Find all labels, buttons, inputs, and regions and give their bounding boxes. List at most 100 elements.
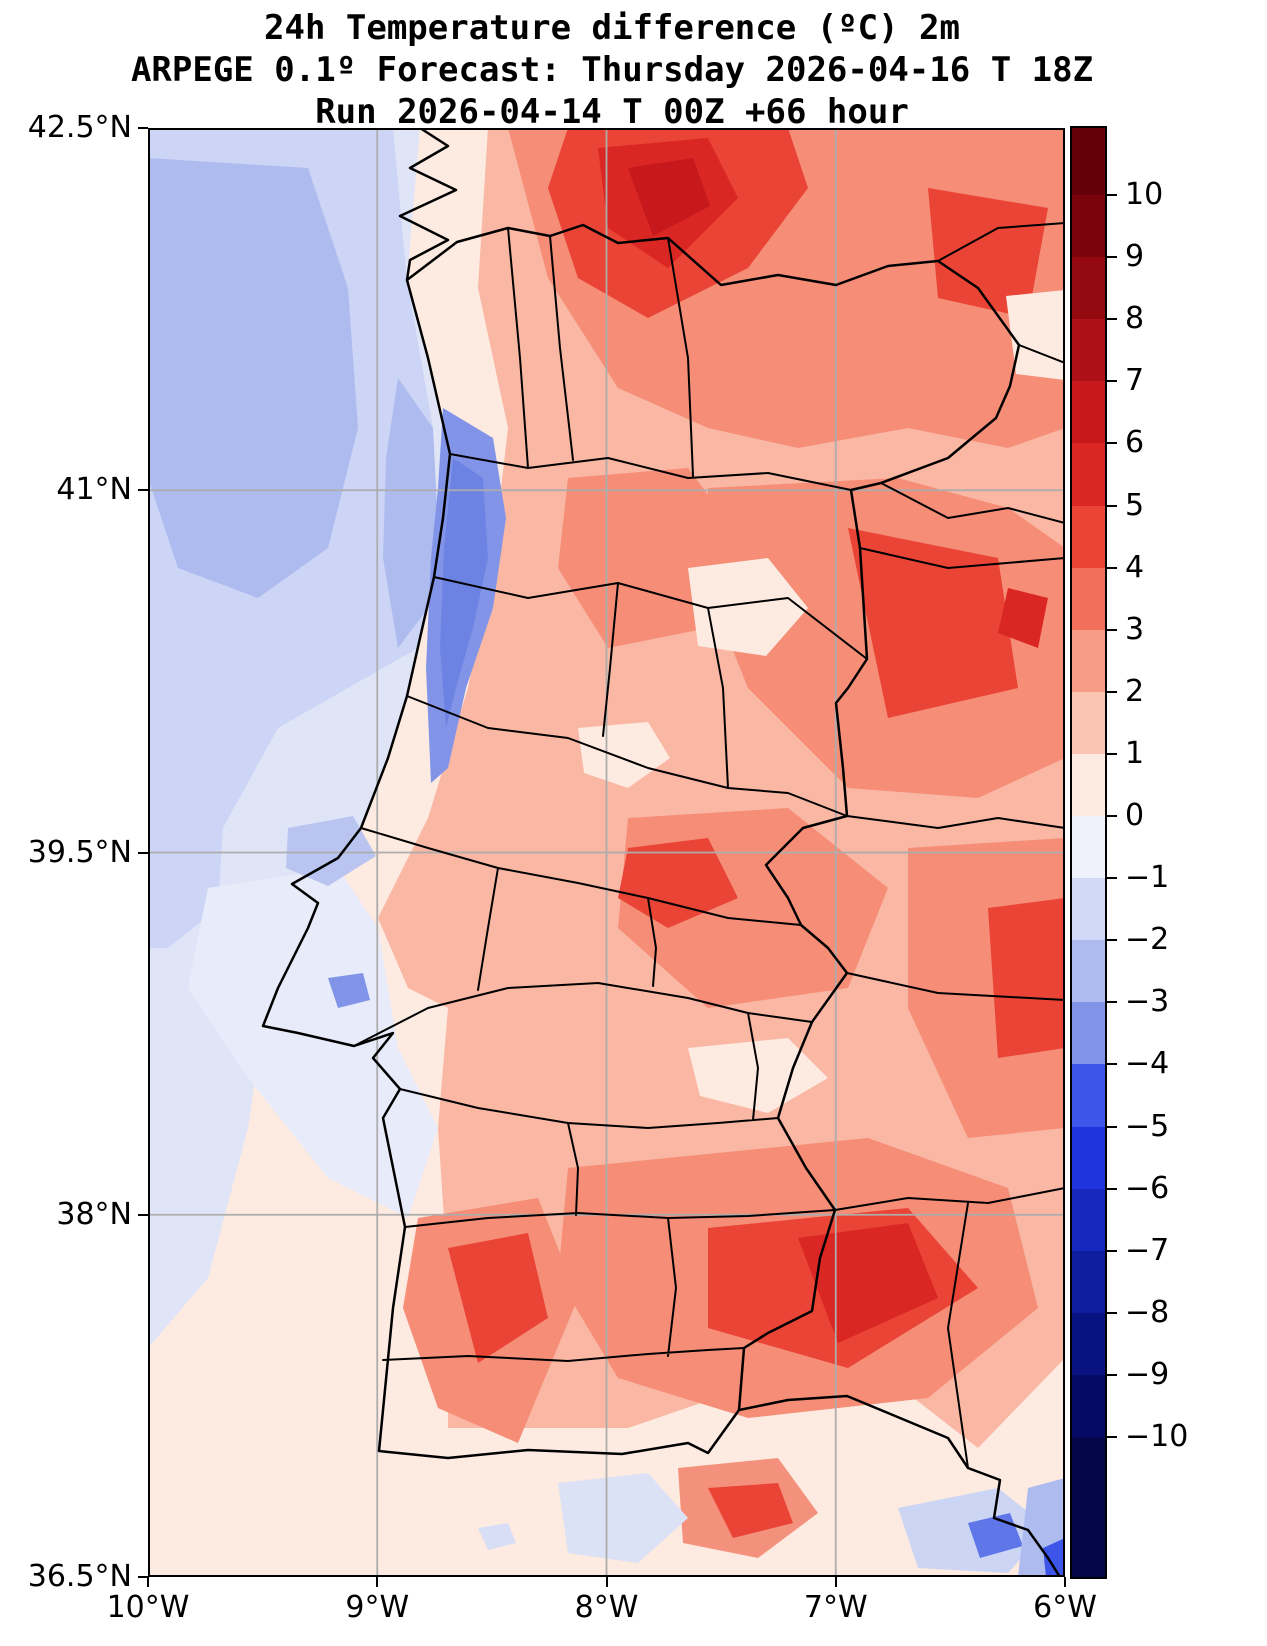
colorbar-tick-label: 4 (1125, 549, 1145, 585)
x-tick-mark (834, 1577, 837, 1587)
colorbar-cell (1072, 319, 1105, 382)
colorbar-tick-mark (1107, 318, 1117, 321)
x-tick-label: 8°W (574, 1590, 639, 1625)
y-tick-mark (138, 127, 148, 129)
colorbar-tick-label: −9 (1125, 1356, 1170, 1392)
colorbar-cell (1072, 878, 1105, 941)
colorbar-tick-label: 5 (1125, 487, 1145, 523)
peniche-cool-spot (286, 816, 376, 886)
colorbar-tick-label: 3 (1125, 611, 1145, 647)
colorbar-tick-label: −2 (1125, 922, 1170, 958)
colorbar-tick-mark (1107, 752, 1117, 755)
chart-subtitle-run: Run 2026-04-14 T 00Z +66 hour (315, 92, 909, 132)
map-canvas (148, 128, 1065, 1577)
colorbar-tick-mark (1107, 1125, 1117, 1128)
colorbar-cell (1072, 1374, 1105, 1438)
colorbar-tick-label: −6 (1125, 1170, 1170, 1206)
colorbar-tick-label: −4 (1125, 1046, 1170, 1082)
colorbar-tick-label: 9 (1125, 239, 1145, 275)
colorbar-tick-mark (1107, 1001, 1117, 1004)
colorbar-cell (1072, 1002, 1105, 1065)
south-ocean-lav1 (558, 1473, 688, 1563)
colorbar-tick-mark (1107, 504, 1117, 507)
colorbar-tick-mark (1107, 194, 1117, 196)
colorbar-cell (1072, 567, 1105, 631)
gridlines (148, 128, 1065, 1577)
colorbar-cell (1072, 940, 1105, 1003)
corner-cool-core (1043, 1538, 1065, 1577)
colorbar-tick-mark (1107, 1373, 1117, 1376)
red4-central (618, 838, 738, 928)
district-boundaries (353, 222, 1065, 1469)
plot-area (148, 128, 1065, 1577)
x-tick-mark (605, 1577, 608, 1587)
y-tick-label: 41°N (56, 472, 132, 508)
colorbar-cell (1072, 1312, 1105, 1376)
colorbar-tick-mark (1107, 939, 1117, 942)
colorbar-tick-label: −8 (1125, 1294, 1170, 1330)
colorbar-tick-label: −3 (1125, 984, 1170, 1020)
red4-offshore-core (708, 1483, 793, 1538)
colorbar-cell (1072, 1250, 1105, 1314)
colorbar-cell (1072, 257, 1105, 320)
estuary-cool-dot (328, 973, 370, 1008)
chart-subtitle-forecast: ARPEGE 0.1º Forecast: Thursday 2026-04-1… (130, 50, 1094, 90)
x-tick-mark (1064, 1577, 1066, 1587)
ocean-minus3-coastal-tongue (383, 378, 438, 648)
coastline (261, 128, 1062, 1577)
red4-southwest (448, 1233, 548, 1363)
colorbar-tick-mark (1107, 1311, 1117, 1314)
colorbar-tick-mark (1107, 1187, 1117, 1190)
colorbar-tick-label: −10 (1125, 1419, 1189, 1454)
red5-east-spot (998, 588, 1048, 648)
white-patch-center2 (578, 722, 670, 788)
colorbar-tick-label: 2 (1125, 673, 1145, 709)
lisbon-pale-patch (188, 868, 438, 1218)
colorbar-tick-mark (1107, 815, 1117, 817)
colorbar-tick-mark (1107, 1063, 1117, 1066)
colorbar-cell (1072, 691, 1105, 755)
colorbar-cell (1072, 816, 1105, 879)
y-tick-mark (138, 1213, 148, 1216)
colorbar-cell (1072, 629, 1105, 693)
x-tick-mark (147, 1577, 149, 1587)
colorbar-tick-label: −7 (1125, 1232, 1170, 1268)
colorbar-tick-mark (1107, 442, 1117, 445)
y-tick-label: 42.5°N (27, 110, 132, 145)
colorbar-tick-label: −1 (1125, 860, 1170, 896)
red4-east (848, 528, 1018, 718)
y-tick-label: 38°N (56, 1196, 132, 1232)
x-tick-label: 7°W (803, 1590, 868, 1625)
red4-east-mid (988, 898, 1065, 1058)
plot-frame (148, 128, 1065, 1577)
colorbar-tick-mark (1107, 877, 1117, 880)
red5-south (798, 1223, 938, 1343)
colorbar-tick-mark (1107, 380, 1117, 383)
red6-top-core (628, 158, 710, 236)
country-border (405, 223, 1021, 1412)
colorbar-tick-mark (1107, 1249, 1117, 1252)
x-tick-label: 10°W (106, 1590, 190, 1625)
colorbar-cell (1072, 195, 1105, 258)
y-tick-mark (138, 1576, 148, 1578)
colorbar-cell (1072, 1437, 1105, 1578)
red4-northeast (928, 188, 1048, 318)
colorbar-cell (1072, 381, 1105, 444)
colorbar-cell (1072, 1064, 1105, 1128)
colorbar-outline (1070, 126, 1107, 1579)
y-tick-mark (138, 851, 148, 854)
y-tick-mark (138, 489, 148, 492)
land-plus2 (378, 128, 1065, 1448)
x-tick-mark (376, 1577, 379, 1587)
x-tick-label: 9°W (345, 1590, 410, 1625)
colorbar-tick-label: −5 (1125, 1108, 1170, 1144)
colorbar-tick-mark (1107, 256, 1117, 259)
white-patch-center1 (688, 558, 808, 656)
coastal-cool-core (440, 458, 488, 728)
colorbar-cell (1072, 1188, 1105, 1252)
colorbar-cell (1072, 753, 1105, 817)
colorbar-tick-mark (1107, 690, 1117, 693)
colorbar-cell (1072, 443, 1105, 507)
colorbar-tick-mark (1107, 628, 1117, 631)
colorbar-tick-label: 1 (1125, 735, 1145, 771)
